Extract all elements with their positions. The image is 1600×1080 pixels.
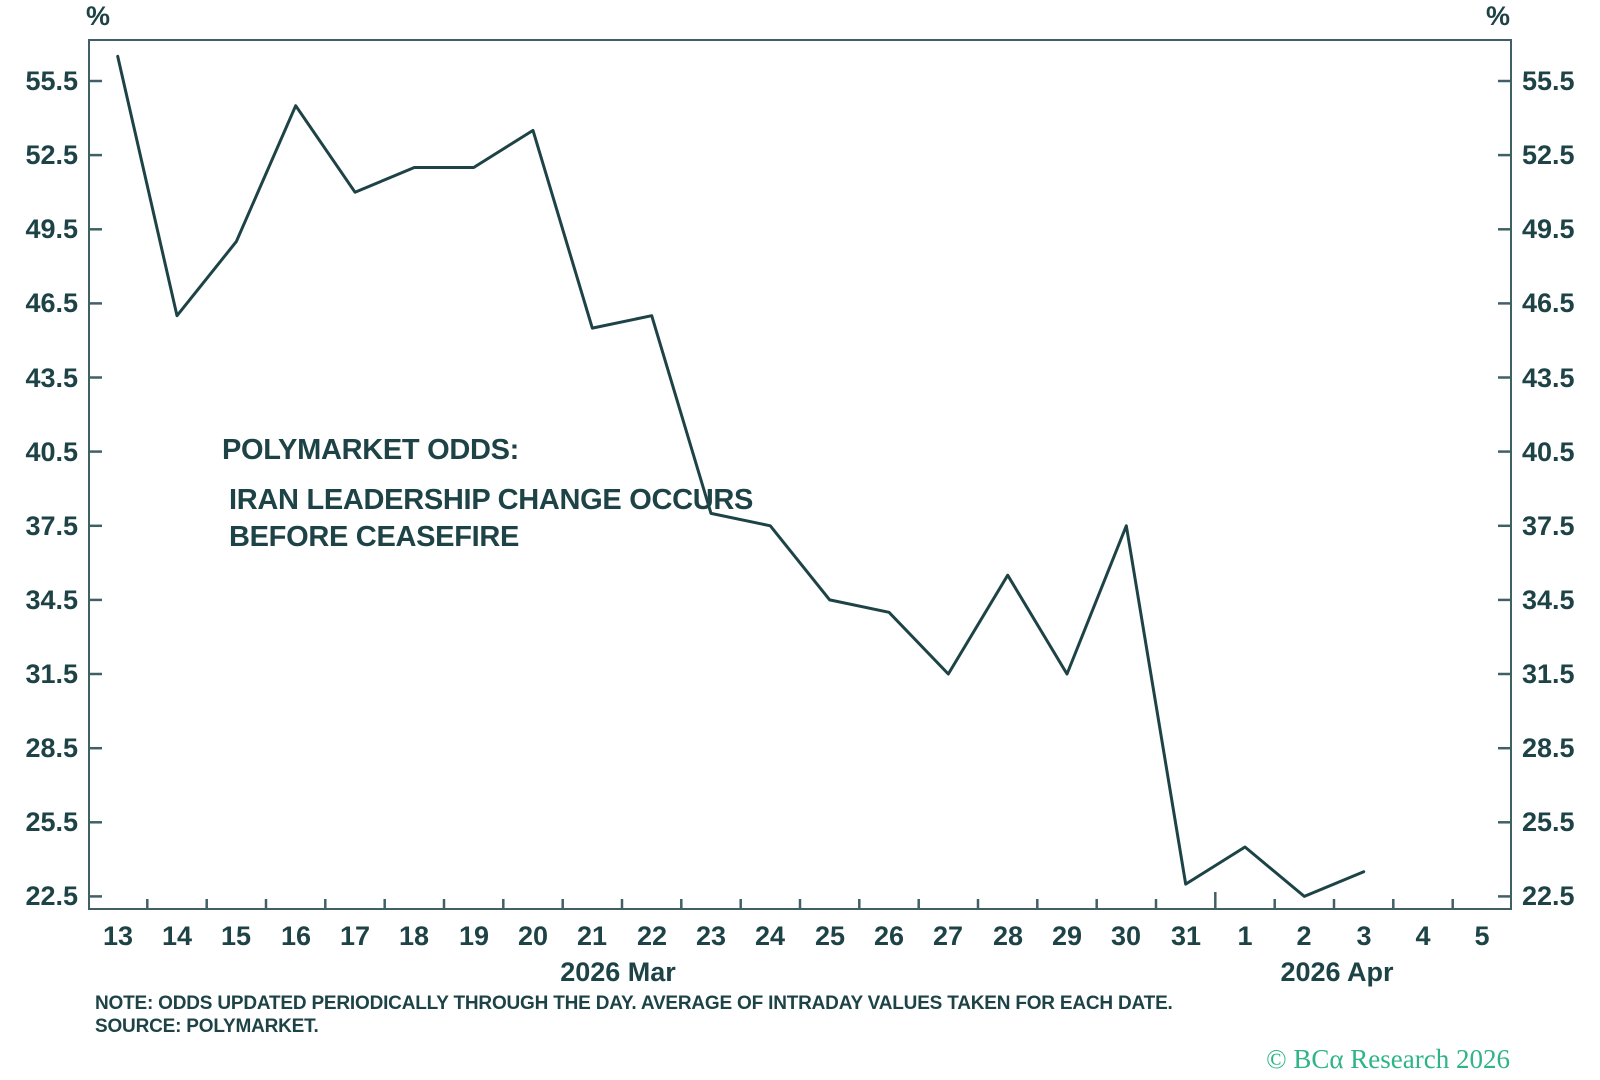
x-axis-date-label: 18 <box>398 921 430 951</box>
odds-line-series <box>116 54 1366 898</box>
x-axis-date-label: 3 <box>1356 921 1372 951</box>
y-axis-tick-label-right: 28.5 <box>1522 733 1575 763</box>
y-axis-tick-label-right: 40.5 <box>1522 437 1575 467</box>
y-axis-tick-label-right: 52.5 <box>1522 140 1575 170</box>
bca-research-copyright: © BCα Research 2026 <box>1266 1044 1510 1074</box>
x-axis-date-label: 5 <box>1474 921 1490 951</box>
y-axis-tick-label-right: 25.5 <box>1522 807 1575 837</box>
y-axis-tick-label-right: 37.5 <box>1522 511 1575 541</box>
x-axis-date-label: 19 <box>458 921 490 951</box>
x-axis-date-label: 30 <box>1110 921 1142 951</box>
x-axis-date-label: 24 <box>754 921 786 951</box>
annotation-heading: POLYMARKET ODDS: <box>222 434 520 466</box>
y-axis-unit-right: % <box>1485 1 1510 31</box>
y-axis-tick-label-left: 37.5 <box>25 511 78 541</box>
x-axis-date-label: 21 <box>576 921 608 951</box>
y-axis-tick-label-right: 49.5 <box>1522 214 1575 244</box>
month-label: 2026 Mar <box>560 957 676 987</box>
x-axis-date-label: 17 <box>339 921 371 951</box>
footnote-source: SOURCE: POLYMARKET. <box>95 1016 319 1037</box>
x-axis-date-label: 20 <box>517 921 549 951</box>
y-axis-tick-label-left: 49.5 <box>25 214 78 244</box>
y-axis-tick-label-right: 34.5 <box>1522 585 1575 615</box>
y-axis-tick-label-left: 25.5 <box>25 807 78 837</box>
x-axis-date-label: 15 <box>220 921 252 951</box>
x-axis-date-label: 13 <box>102 921 134 951</box>
plot-border <box>88 39 1512 910</box>
y-axis-tick-label-right: 31.5 <box>1522 659 1575 689</box>
y-axis-tick-label-left: 40.5 <box>25 437 78 467</box>
plot-area <box>88 39 1512 910</box>
month-label: 2026 Apr <box>1280 957 1394 987</box>
y-axis-tick-label-left: 52.5 <box>25 140 78 170</box>
x-axis-date-label: 29 <box>1051 921 1083 951</box>
x-axis-date-label: 4 <box>1415 921 1431 951</box>
footnote-note: NOTE: ODDS UPDATED PERIODICALLY THROUGH … <box>95 993 1173 1014</box>
line-chart-canvas <box>88 39 1512 910</box>
y-axis-tick-label-left: 55.5 <box>25 66 78 96</box>
y-axis-unit-left: % <box>86 1 111 31</box>
x-axis-date-label: 25 <box>814 921 846 951</box>
annotation-title-line2: BEFORE CEASEFIRE <box>229 521 520 553</box>
y-axis-tick-label-left: 28.5 <box>25 733 78 763</box>
y-axis-tick-label-right: 22.5 <box>1522 881 1575 911</box>
x-axis-date-label: 2 <box>1296 921 1312 951</box>
x-axis-date-label: 22 <box>636 921 668 951</box>
annotation-title-line1: IRAN LEADERSHIP CHANGE OCCURS <box>229 484 754 516</box>
y-axis-tick-label-right: 46.5 <box>1522 288 1575 318</box>
x-axis-date-label: 31 <box>1170 921 1202 951</box>
x-axis-date-label: 16 <box>280 921 312 951</box>
x-axis-date-label: 1 <box>1237 921 1253 951</box>
y-axis-tick-label-left: 46.5 <box>25 288 78 318</box>
x-axis-date-label: 26 <box>873 921 905 951</box>
y-axis-tick-label-left: 43.5 <box>25 363 78 393</box>
y-axis-tick-label-left: 31.5 <box>25 659 78 689</box>
x-axis-date-label: 23 <box>695 921 727 951</box>
y-axis-tick-label-left: 22.5 <box>25 881 78 911</box>
x-axis-date-label: 14 <box>161 921 193 951</box>
x-axis-date-label: 28 <box>992 921 1024 951</box>
y-axis-tick-label-right: 55.5 <box>1522 66 1575 96</box>
y-axis-tick-label-right: 43.5 <box>1522 363 1575 393</box>
y-axis-tick-label-left: 34.5 <box>25 585 78 615</box>
x-axis-date-label: 27 <box>932 921 964 951</box>
